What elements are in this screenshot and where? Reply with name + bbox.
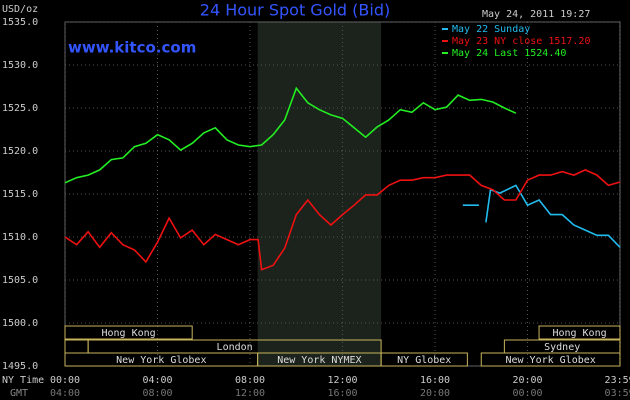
session-label: NY Globex bbox=[397, 355, 451, 366]
legend-label: May 23 NY close 1517.20 bbox=[452, 36, 590, 47]
x-tick-label: 23:59 bbox=[605, 375, 630, 386]
x2-tick-label: 03:59 bbox=[605, 388, 630, 399]
y-tick-label: 1520.0 bbox=[2, 146, 38, 157]
x-tick-label: 12:00 bbox=[327, 375, 357, 386]
price-line bbox=[462, 184, 621, 248]
nymex-band bbox=[257, 22, 382, 366]
session-label: Hong Kong bbox=[552, 328, 606, 339]
price-line bbox=[64, 86, 517, 184]
session-label: New York Globex bbox=[116, 355, 206, 366]
y-tick-label: 1515.0 bbox=[2, 189, 38, 200]
y-tick-label: 1530.0 bbox=[2, 60, 38, 71]
x-tick-label: 00:00 bbox=[50, 375, 80, 386]
subtitle: www.kitco.com bbox=[68, 39, 196, 57]
session-box bbox=[64, 339, 89, 354]
x2-tick-label: 12:00 bbox=[235, 388, 265, 399]
y-axis-label: USD/oz bbox=[2, 4, 38, 15]
y-tick-label: 1535.0 bbox=[2, 17, 38, 28]
session-label: London bbox=[217, 342, 253, 353]
x2-tick-label: 04:00 bbox=[50, 388, 80, 399]
y-tick-label: 1500.0 bbox=[2, 318, 38, 329]
legend-label: May 24 Last 1524.40 bbox=[452, 48, 566, 59]
session-box bbox=[538, 325, 621, 340]
x-tick-label: 20:00 bbox=[512, 375, 542, 386]
x-tick-label: 08:00 bbox=[235, 375, 265, 386]
y-tick-label: 1510.0 bbox=[2, 232, 38, 243]
session-label: Sydney bbox=[544, 342, 580, 353]
session-box bbox=[480, 352, 621, 367]
x-tick-label: 16:00 bbox=[420, 375, 450, 386]
session-label: New York NYMEX bbox=[277, 355, 361, 366]
y-tick-label: 1525.0 bbox=[2, 103, 38, 114]
y-tick-label: 1505.0 bbox=[2, 275, 38, 286]
chart-title: 24 Hour Spot Gold (Bid) bbox=[200, 1, 390, 20]
session-box bbox=[64, 325, 193, 340]
x-axis-label: NY Time bbox=[2, 375, 44, 386]
price-line bbox=[64, 169, 621, 271]
session-box bbox=[380, 352, 468, 367]
timestamp: May 24, 2011 19:27 bbox=[482, 9, 590, 20]
legend-label: May 22 Sunday bbox=[452, 24, 530, 35]
x2-tick-label: 00:00 bbox=[512, 388, 542, 399]
x-tick-label: 04:00 bbox=[142, 375, 172, 386]
x2-axis-label: GMT bbox=[10, 388, 28, 399]
x2-tick-label: 08:00 bbox=[142, 388, 172, 399]
session-label: Hong Kong bbox=[102, 328, 156, 339]
y-tick-label: 1495.0 bbox=[2, 361, 38, 372]
session-label: New York Globex bbox=[505, 355, 595, 366]
x2-tick-label: 20:00 bbox=[420, 388, 450, 399]
x2-tick-label: 16:00 bbox=[327, 388, 357, 399]
